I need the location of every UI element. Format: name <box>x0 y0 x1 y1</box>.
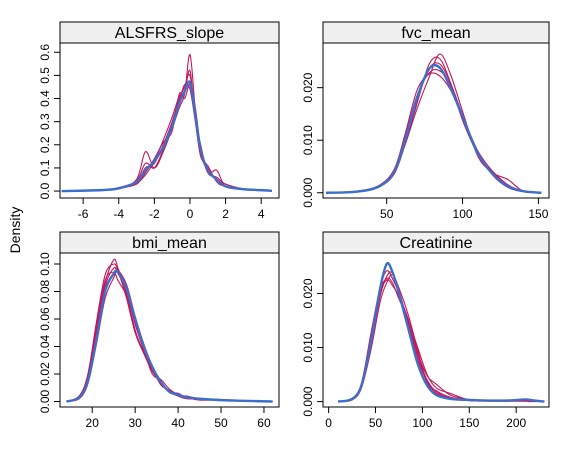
observed-density-line <box>325 63 542 194</box>
panel-title: ALSFRS_slope <box>115 25 224 42</box>
x-tick-label: 100 <box>412 416 432 430</box>
y-tick-label: 0.06 <box>38 307 52 331</box>
x-tick-label: 30 <box>128 416 142 430</box>
x-tick-label: 50 <box>214 416 228 430</box>
plot-area <box>59 42 280 199</box>
x-tick-label: 60 <box>257 416 271 430</box>
y-tick-label: 0.000 <box>301 177 315 207</box>
y-tick-label: 0.010 <box>301 125 315 155</box>
y-tick-label: 0.6 <box>38 44 52 61</box>
x-tick-label: -2 <box>149 207 160 221</box>
imputed-density-line <box>61 54 272 192</box>
chart-panel-alsfrs-slope: ALSFRS_slope -6 -4 -2 0 2 4 0.0 0.1 0.2 0.3 0.4 0.5 0… <box>38 21 280 221</box>
y-tick-label: 0.0 <box>38 182 52 199</box>
x-tick-label: 100 <box>453 207 473 221</box>
y-tick-label: 0.4 <box>38 90 52 107</box>
x-tick-label: 150 <box>459 416 479 430</box>
plot-area <box>322 42 550 199</box>
y-axis-label: Density <box>7 207 23 254</box>
panel-title: fvc_mean <box>401 25 470 42</box>
imputed-density-line <box>326 62 542 194</box>
imputed-density-line <box>337 273 545 403</box>
imputed-density-line <box>326 56 542 194</box>
y-tick-label: 0.08 <box>38 279 52 303</box>
imputed-density-line <box>326 72 542 194</box>
y-tick-label: 0.02 <box>38 362 52 386</box>
imputed-density-line <box>61 69 272 192</box>
imputed-density-line <box>337 271 545 403</box>
x-tick-label: -4 <box>113 207 124 221</box>
imputed-density-line <box>326 53 542 194</box>
y-tick-label: 0.1 <box>38 159 52 176</box>
chart-panel-bmi-mean: bmi_mean 20 30 40 50 60 0.00 0.02 0.04 0.06 0.08 0.… <box>38 231 280 430</box>
imputed-density-line <box>337 279 545 403</box>
y-tick-label: 0.020 <box>301 72 315 102</box>
y-tick-label: 0.10 <box>38 252 52 276</box>
observed-density-line <box>61 80 272 193</box>
plot-area <box>59 252 280 408</box>
x-tick-label: -6 <box>78 207 89 221</box>
x-tick-label: 0 <box>325 416 332 430</box>
y-tick-label: 0.010 <box>301 332 315 362</box>
x-tick-label: 20 <box>86 416 100 430</box>
chart-panel-fvc-mean: fvc_mean 50 100 150 0.000 0.010 0.020 <box>301 21 550 221</box>
y-tick-label: 0.00 <box>38 389 52 413</box>
x-tick-label: 50 <box>380 207 394 221</box>
x-tick-label: 4 <box>258 207 265 221</box>
x-tick-label: 40 <box>171 416 185 430</box>
y-tick-label: 0.5 <box>38 67 52 84</box>
x-tick-label: 0 <box>187 207 194 221</box>
x-tick-label: 150 <box>528 207 548 221</box>
y-tick-label: 0.000 <box>301 386 315 416</box>
y-tick-label: 0.3 <box>38 113 52 130</box>
y-tick-label: 0.04 <box>38 334 52 358</box>
x-tick-label: 2 <box>222 207 229 221</box>
chart-panel-creatinine: Creatinine 0 50 100 150 200 0.000 0.010 0.020 <box>301 231 550 430</box>
panel-title: bmi_mean <box>132 235 207 252</box>
y-tick-label: 0.020 <box>301 278 315 308</box>
imputed-density-line <box>337 277 545 403</box>
observed-density-line <box>337 261 545 403</box>
observed-density-line <box>66 269 273 403</box>
x-tick-label: 200 <box>506 416 526 430</box>
panel-title: Creatinine <box>400 235 473 252</box>
x-tick-label: 50 <box>369 416 383 430</box>
imputed-density-line <box>337 270 545 403</box>
plot-area <box>322 252 550 408</box>
y-tick-label: 0.2 <box>38 136 52 153</box>
imputed-density-line <box>326 68 542 194</box>
